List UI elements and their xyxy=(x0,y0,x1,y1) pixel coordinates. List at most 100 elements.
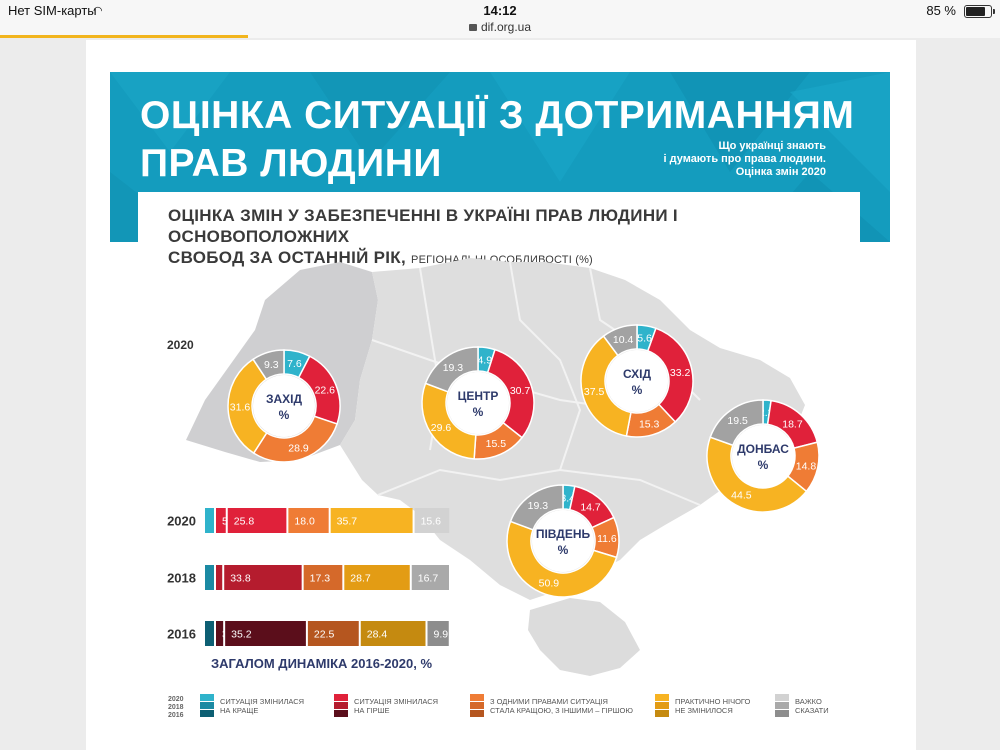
donut-hole xyxy=(732,425,794,487)
browser-status-bar: Нет SIM-карты ◠ 14:12 dif.org.ua 85 % xyxy=(0,0,1000,38)
legend-swatch xyxy=(470,694,484,701)
legend-label-line2: СКАЗАТИ xyxy=(795,706,829,715)
donut-year-label: 2020 xyxy=(167,338,194,352)
bar-segment-unchanged xyxy=(330,508,413,533)
legend-swatch xyxy=(470,710,484,717)
donut-slice-label: 11.6 xyxy=(597,533,617,545)
donut-unit: % xyxy=(632,383,643,397)
legend-swatch xyxy=(775,710,789,717)
donut-region-name: ПІВДЕНЬ xyxy=(536,527,591,541)
donut-slice-label: 14.7 xyxy=(580,502,601,514)
legend-label-line1: ВАЖКО xyxy=(795,697,822,706)
legend-swatch xyxy=(655,710,669,717)
bar-value-label: 28.7 xyxy=(350,573,371,585)
map-crimea xyxy=(528,598,640,676)
legend-label-line1: ПРАКТИЧНО НІЧОГО xyxy=(675,697,751,706)
legend-swatch xyxy=(655,702,669,709)
caption-line-2: і думають про права людини. xyxy=(663,153,827,165)
bar-value-label: 28.4 xyxy=(367,629,388,641)
bar-segment-unchanged xyxy=(344,565,410,590)
bar-segment-better xyxy=(205,621,214,646)
bar-year-label: 2020 xyxy=(167,514,196,529)
legend-year: 2016 xyxy=(168,712,184,719)
legend-swatch xyxy=(655,694,669,701)
donut-slice-label: 19.5 xyxy=(727,415,748,427)
legend-swatch xyxy=(334,694,348,701)
legend-swatch xyxy=(200,710,214,717)
map-mainland xyxy=(340,258,805,600)
bar-value-label: 18.0 xyxy=(294,516,315,528)
bar-segment-mixed xyxy=(303,565,343,590)
donut-slice-label: 50.9 xyxy=(539,578,560,590)
bar-segment-mixed xyxy=(288,508,329,533)
bar-value-label: 35.7 xyxy=(337,516,358,528)
battery-icon xyxy=(964,5,995,18)
dynamics-bars: 20205.025.818.035.715.620183.533.817.328… xyxy=(167,508,450,671)
donut-slice-label: 30.7 xyxy=(510,385,531,397)
legend-year: 2018 xyxy=(168,704,184,711)
donut-slice-label: 19.3 xyxy=(443,362,464,374)
donut-hole xyxy=(606,350,668,412)
bar-segment-worse xyxy=(224,565,302,590)
wifi-icon: ◠ xyxy=(93,5,103,17)
bar-segment-better xyxy=(205,508,214,533)
lock-icon xyxy=(468,24,477,31)
heading-line-1: ОЦІНКА ЗМІН У ЗАБЕЗПЕЧЕННІ В УКРАЇНІ ПРА… xyxy=(168,206,678,246)
donut-unit: % xyxy=(279,408,290,422)
donut-slice-label: 33.2 xyxy=(670,367,691,379)
address-bar[interactable]: dif.org.ua xyxy=(0,20,1000,34)
carrier-label: Нет SIM-карты xyxy=(8,3,97,18)
legend-label-line2: НЕ ЗМІНИЛОСЯ xyxy=(675,706,733,715)
donut-1: 7.6 22.6 28.9 31.6 9.3 ЗАХІД% xyxy=(227,349,341,463)
donut-3: 5.6 33.2 15.3 37.5 10.4 СХІД% xyxy=(580,324,694,438)
donut-slice-label: 7.6 xyxy=(287,358,302,370)
donut-slice-unchanged xyxy=(580,335,632,437)
bar-value-label: 16.7 xyxy=(418,573,439,585)
page-load-progress xyxy=(0,35,248,38)
donut-slice-label: 5.6 xyxy=(637,333,652,345)
donut-region-name: ДОНБАС xyxy=(737,442,789,456)
donut-slice-label: 37.5 xyxy=(584,386,605,398)
bar-segment-hard xyxy=(427,621,449,646)
donut-slice-label: 15.5 xyxy=(486,438,507,450)
legend-swatch xyxy=(200,702,214,709)
bar-segment-hard xyxy=(414,508,450,533)
title-line-2: ПРАВ ЛЮДИНИ xyxy=(140,142,442,185)
bar-year-label: 2016 xyxy=(167,627,196,642)
heading-line-2: СВОБОД ЗА ОСТАННІЙ РІК, xyxy=(168,248,407,267)
bar-value-label: 15.6 xyxy=(421,516,442,528)
donut-region-name: СХІД xyxy=(623,367,652,381)
caption-line-1: Що українці знають xyxy=(718,140,826,152)
donut-region-name: ЗАХІД xyxy=(266,392,303,406)
donut-slice-label: 44.5 xyxy=(731,489,752,501)
clock: 14:12 xyxy=(483,3,517,18)
donut-unit: % xyxy=(558,543,569,557)
donut-slice-unchanged xyxy=(706,436,808,513)
donut-hole xyxy=(532,510,594,572)
bar-value-label: 25.8 xyxy=(234,516,255,528)
map-border-5 xyxy=(377,468,701,506)
donut-slice-hard xyxy=(252,349,285,381)
donut-slice-label: 18.7 xyxy=(782,418,803,430)
bar-segment-mixed xyxy=(307,621,359,646)
donut-slice-unchanged xyxy=(506,520,618,598)
donut-slice-label: 10.4 xyxy=(613,334,634,346)
legend-swatch xyxy=(775,702,789,709)
bar-value-label: 22.5 xyxy=(314,629,335,641)
donut-slice-hard xyxy=(424,346,479,393)
legend-swatch xyxy=(470,702,484,709)
donut-slice-label: 15.3 xyxy=(639,418,660,430)
donut-slice-label: 14.8 xyxy=(796,460,817,472)
donut-slice-label: 4.9 xyxy=(477,355,492,367)
bar-segment-worse xyxy=(216,508,226,533)
donut-region-name: ЦЕНТР xyxy=(458,389,499,403)
donut-hole xyxy=(253,375,315,437)
bar-value-label: 35.2 xyxy=(231,629,252,641)
bar-segment-better xyxy=(205,565,214,590)
legend-swatch xyxy=(775,694,789,701)
donut-2: 4.9 30.7 15.5 29.6 19.3 ЦЕНТР% xyxy=(421,346,535,460)
